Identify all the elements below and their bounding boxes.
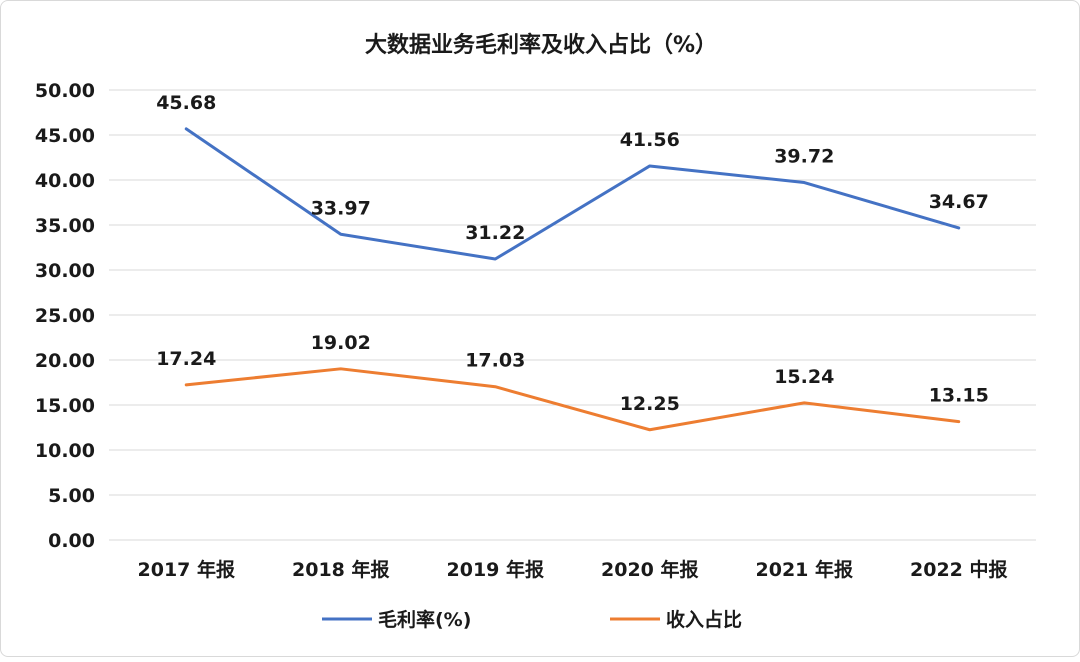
y-tick-label: 15.00 — [35, 395, 95, 417]
data-label: 17.24 — [156, 348, 216, 370]
legend: 毛利率(%) 收入占比 — [322, 608, 742, 631]
data-label: 33.97 — [311, 197, 371, 219]
y-tick-label: 50.00 — [35, 80, 95, 102]
y-tick-label: 45.00 — [35, 125, 95, 147]
data-label: 12.25 — [620, 393, 680, 415]
y-tick-label: 5.00 — [48, 485, 95, 507]
chart-title: 大数据业务毛利率及收入占比（%） — [365, 32, 717, 58]
x-tick-label: 2021 年报 — [756, 558, 854, 581]
y-tick-label: 25.00 — [35, 305, 95, 327]
x-tick-label: 2020 年报 — [601, 558, 699, 581]
data-label: 45.68 — [156, 92, 216, 114]
series-lines — [184, 127, 961, 432]
series-line-0 — [184, 127, 961, 261]
y-tick-label: 10.00 — [35, 440, 95, 462]
data-label: 17.03 — [465, 350, 525, 372]
series-line-1 — [184, 367, 961, 432]
y-tick-label: 35.00 — [35, 215, 95, 237]
data-label: 39.72 — [774, 146, 834, 168]
data-label: 13.15 — [929, 385, 989, 407]
y-axis-ticks: 0.00 5.00 10.00 15.00 20.00 25.00 30.00 35.00 40… — [35, 80, 95, 552]
legend-item-gross-margin[interactable]: 毛利率(%) — [322, 608, 471, 631]
x-tick-label: 2019 年报 — [447, 558, 545, 581]
data-label: 34.67 — [929, 191, 989, 213]
x-axis-ticks: 2017 年报 2018 年报 2019 年报 2020 年报 2021 年报 2022 … — [138, 558, 1008, 581]
data-label: 15.24 — [774, 366, 834, 388]
gridlines — [109, 89, 1036, 541]
legend-label-gross-margin: 毛利率(%) — [378, 608, 471, 631]
data-label: 31.22 — [465, 222, 525, 244]
data-label: 41.56 — [620, 129, 680, 151]
x-tick-label: 2022 中报 — [910, 558, 1008, 581]
y-tick-label: 40.00 — [35, 170, 95, 192]
legend-label-revenue-share: 收入占比 — [666, 608, 742, 631]
x-tick-label: 2017 年报 — [138, 558, 236, 581]
y-tick-label: 20.00 — [35, 350, 95, 372]
legend-item-revenue-share[interactable]: 收入占比 — [610, 608, 742, 631]
y-tick-label: 0.00 — [48, 530, 95, 552]
x-tick-label: 2018 年报 — [292, 558, 390, 581]
y-tick-label: 30.00 — [35, 260, 95, 282]
data-labels: 45.68 33.97 31.22 41.56 39.72 34.67 17.24 19.02… — [156, 92, 989, 415]
data-label: 19.02 — [311, 332, 371, 354]
